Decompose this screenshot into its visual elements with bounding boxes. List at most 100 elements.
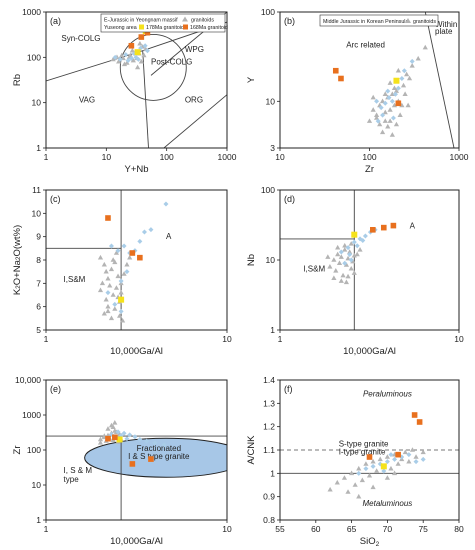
series-granitoids bbox=[97, 250, 135, 323]
point-orange-square bbox=[105, 215, 111, 221]
point-triangle bbox=[387, 80, 393, 85]
point-diamond bbox=[386, 95, 392, 101]
point-triangle bbox=[393, 88, 400, 93]
point-triangle bbox=[127, 254, 133, 260]
x-axis-label: SiO2 bbox=[360, 536, 380, 548]
panel-label: (b) bbox=[284, 16, 295, 26]
point-triangle bbox=[422, 44, 428, 50]
point-triangle bbox=[393, 121, 400, 127]
field-label: I, S & M bbox=[64, 466, 93, 475]
point-triangle bbox=[130, 57, 136, 63]
point-diamond bbox=[137, 238, 143, 244]
field-label: VAG bbox=[79, 96, 95, 105]
point-triangle bbox=[400, 82, 407, 88]
panel-label: (f) bbox=[284, 384, 293, 394]
x-tick-label: 1000 bbox=[450, 152, 469, 162]
series-granitoids-blue bbox=[374, 58, 415, 124]
point-diamond bbox=[112, 301, 118, 307]
x-tick-label: 100 bbox=[160, 152, 174, 162]
point-triangle bbox=[409, 447, 416, 452]
point-diamond bbox=[360, 237, 366, 243]
point-yellow-square bbox=[351, 231, 358, 238]
point-triangle bbox=[420, 449, 426, 455]
point-triangle bbox=[348, 265, 354, 271]
field-label: I & S type granite bbox=[128, 452, 190, 461]
y-tick-label: 7 bbox=[36, 278, 41, 288]
legend-title: Middle Jurassic in Korean Peninsula bbox=[323, 19, 408, 25]
field-label: I,S&M bbox=[303, 265, 325, 274]
panel-c: A I,S&M 1 10 5 6 7 8 9 10 11 10,000Ga/Al K2O+Na2O(wt… bbox=[12, 185, 232, 357]
point-triangle bbox=[342, 246, 348, 252]
field-label: Within bbox=[435, 20, 457, 29]
point-diamond bbox=[125, 58, 131, 64]
x-tick-label: 1 bbox=[44, 152, 49, 162]
plot-frame bbox=[279, 11, 460, 149]
point-triangle bbox=[138, 58, 144, 64]
point-diamond bbox=[381, 468, 387, 474]
series-168ma-granitoid bbox=[128, 29, 151, 49]
point-triangle bbox=[348, 241, 354, 246]
point-triangle bbox=[335, 251, 341, 257]
series-168ma-granitoid bbox=[105, 434, 154, 467]
point-triangle bbox=[382, 118, 388, 123]
point-orange-square bbox=[366, 454, 373, 460]
point-triangle bbox=[391, 85, 398, 91]
point-diamond bbox=[389, 98, 395, 104]
point-triangle bbox=[406, 458, 412, 464]
y-tick-label: 1 bbox=[270, 325, 275, 335]
point-diamond bbox=[392, 456, 398, 462]
y-tick-label: 100 bbox=[261, 7, 275, 17]
legend-entry: granitoids bbox=[191, 18, 214, 24]
plot-frame bbox=[279, 189, 460, 331]
point-triangle bbox=[366, 118, 373, 123]
point-diamond bbox=[152, 440, 158, 446]
point-orange-square bbox=[128, 42, 135, 49]
point-triangle bbox=[342, 242, 348, 248]
point-triangle bbox=[120, 317, 126, 323]
axis-ticks-e: 1 10 1 10 100 1000 10,000 bbox=[15, 375, 232, 534]
point-triangle bbox=[135, 64, 141, 70]
point-diamond bbox=[127, 432, 133, 438]
point-triangle bbox=[105, 308, 111, 314]
point-triangle bbox=[377, 456, 383, 462]
point-orange-square bbox=[411, 412, 418, 418]
point-triangle bbox=[374, 468, 380, 473]
legend-entry: 178Ma granitoid bbox=[146, 25, 184, 31]
point-orange-square bbox=[148, 456, 154, 462]
legend-marker-orange bbox=[183, 24, 188, 30]
axis-ticks-c: 1 10 5 6 7 8 9 10 11 bbox=[32, 185, 232, 344]
y-tick-label: 0.8 bbox=[263, 515, 275, 525]
legend-marker-triangle bbox=[405, 18, 411, 23]
point-diamond bbox=[115, 248, 121, 254]
point-diamond bbox=[144, 48, 150, 54]
legend-entry: 168Ma granitoid bbox=[190, 25, 228, 31]
point-triangle bbox=[347, 249, 353, 254]
y-tick-label: 100 bbox=[261, 185, 275, 195]
point-triangle bbox=[112, 259, 118, 265]
x-tick-label: 1 bbox=[44, 334, 49, 344]
point-triangle bbox=[119, 52, 125, 58]
point-triangle bbox=[373, 115, 380, 120]
y-tick-label: 1.3 bbox=[263, 398, 275, 408]
x-tick-label: 75 bbox=[418, 524, 428, 534]
point-triangle bbox=[382, 91, 388, 97]
point-yellow-square bbox=[134, 49, 141, 56]
point-triangle bbox=[354, 251, 360, 257]
point-triangle bbox=[356, 465, 362, 471]
y-axis-label: A/CNK bbox=[246, 435, 257, 465]
point-triangle bbox=[405, 102, 411, 108]
x-axis-label: Zr bbox=[365, 164, 374, 175]
series-168ma-granitoid bbox=[332, 67, 402, 107]
point-orange-square bbox=[129, 250, 136, 256]
point-triangle bbox=[331, 257, 337, 262]
point-orange-square bbox=[144, 29, 151, 36]
y-tick-label: 11 bbox=[32, 185, 41, 195]
point-diamond bbox=[112, 54, 118, 60]
x-tick-label: 70 bbox=[383, 524, 393, 534]
y-tick-label: 1.1 bbox=[263, 445, 275, 455]
point-triangle bbox=[115, 273, 121, 279]
point-triangle bbox=[415, 55, 421, 61]
